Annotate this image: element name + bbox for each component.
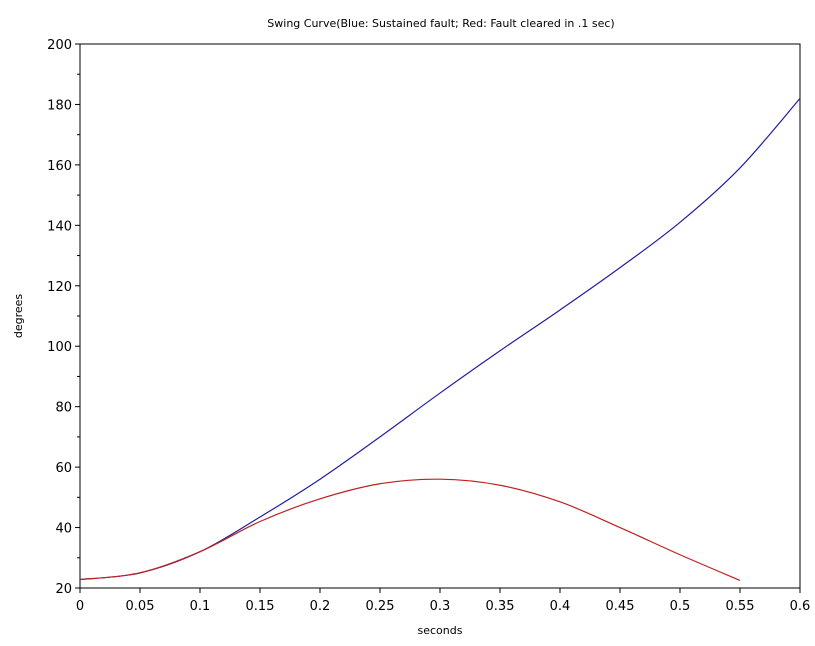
series-line-sustained-fault bbox=[79, 98, 801, 581]
x-tick-label: 0.2 bbox=[310, 599, 331, 614]
x-tick-label: 0.4 bbox=[550, 599, 571, 614]
y-tick-label: 180 bbox=[47, 98, 72, 113]
x-tick-label: 0.1 bbox=[190, 599, 211, 614]
x-tick-label: 0.05 bbox=[126, 599, 155, 614]
x-tick-label: 0.45 bbox=[606, 599, 635, 614]
y-tick-label: 20 bbox=[55, 582, 72, 597]
x-tick-label: 0.55 bbox=[726, 599, 755, 614]
x-tick-label: 0 bbox=[76, 599, 84, 614]
chart-title: Swing Curve(Blue: Sustained fault; Red: … bbox=[267, 17, 614, 30]
y-tick-label: 200 bbox=[47, 38, 72, 53]
x-tick-label: 0.3 bbox=[430, 599, 451, 614]
y-tick-label: 140 bbox=[47, 219, 72, 234]
series-line-fault-cleared bbox=[79, 478, 741, 581]
x-tick-label: 0.25 bbox=[366, 599, 395, 614]
y-tick-label: 80 bbox=[55, 401, 72, 416]
x-tick-label: 0.15 bbox=[246, 599, 275, 614]
x-axis-label: seconds bbox=[418, 624, 463, 637]
y-tick-label: 60 bbox=[55, 461, 72, 476]
y-axis-ticks: 20 40 60 80 100 120 140 160 180 200 bbox=[47, 38, 80, 597]
y-tick-label: 120 bbox=[47, 280, 72, 295]
y-tick-label: 40 bbox=[55, 522, 72, 537]
x-tick-label: 0.5 bbox=[670, 599, 691, 614]
x-tick-label: 0.6 bbox=[790, 599, 811, 614]
plot-frame bbox=[79, 43, 801, 589]
y-tick-label: 160 bbox=[47, 159, 72, 174]
y-tick-label: 100 bbox=[47, 340, 72, 355]
x-axis-ticks: 0 0.05 0.1 0.15 0.2 0.25 0.3 0.35 0.4 0.45 0.5 0.55… bbox=[76, 588, 810, 614]
y-axis-label: degrees bbox=[12, 294, 25, 339]
x-tick-label: 0.35 bbox=[486, 599, 515, 614]
series-layer bbox=[79, 98, 801, 581]
